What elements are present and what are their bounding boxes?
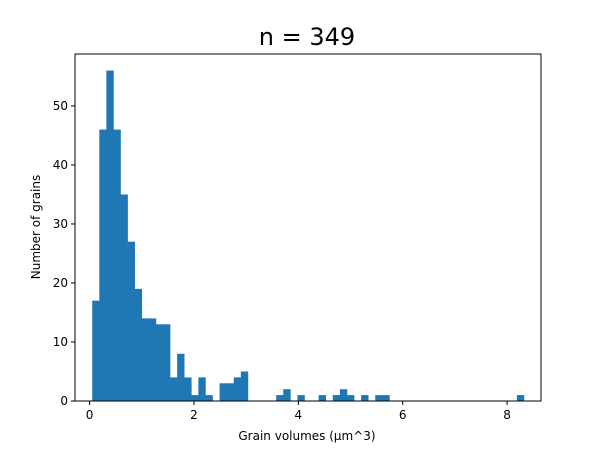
histogram-bar (177, 353, 185, 401)
histogram-bar (346, 395, 355, 401)
histogram-bar (276, 395, 284, 401)
histogram-bar (318, 395, 327, 401)
y-tick-label: 30 (53, 217, 68, 231)
histogram-bar (332, 395, 341, 401)
histogram-bar (205, 395, 213, 401)
x-axis-label: Grain volumes (μm^3) (238, 429, 375, 443)
x-tick-label: 8 (503, 408, 511, 422)
histogram-bar (92, 300, 100, 401)
y-tick-label: 40 (53, 158, 68, 172)
histogram-bar (184, 377, 192, 401)
y-tick-label: 0 (60, 394, 68, 408)
x-tick-label: 0 (86, 408, 94, 422)
histogram-bar (127, 241, 135, 401)
histogram-bar (120, 194, 128, 401)
histogram-bar (219, 383, 227, 401)
histogram-bar (134, 288, 143, 401)
histogram-bar (375, 395, 383, 401)
x-tick-label: 2 (190, 408, 198, 422)
histogram-bar (283, 389, 291, 401)
y-axis-ticks: 0 10 20 30 40 50 (53, 99, 75, 408)
x-tick-label: 6 (399, 408, 407, 422)
histogram-bar (155, 324, 164, 401)
plot-frame (74, 53, 542, 402)
histogram-bar (141, 318, 150, 401)
histogram-bar (339, 389, 348, 401)
histogram-bar (382, 395, 390, 401)
histogram-bar (170, 377, 178, 401)
histogram-bar (240, 371, 249, 401)
histogram-bar (106, 70, 114, 402)
y-tick-label: 20 (53, 276, 68, 290)
y-tick-label: 50 (53, 99, 68, 113)
histogram-bar (113, 129, 121, 401)
histogram-bar (516, 395, 525, 401)
histogram-bar (99, 129, 107, 401)
histogram-bar (361, 395, 369, 401)
histogram-bar (226, 383, 235, 401)
chart-title: n = 349 (259, 23, 355, 51)
x-axis-ticks: 0 2 4 6 8 (86, 401, 511, 422)
histogram-bar (198, 377, 206, 401)
x-tick-label: 4 (295, 408, 303, 422)
histogram-bar (162, 324, 171, 401)
bars-group (92, 70, 525, 402)
y-axis-label: Number of grains (29, 175, 43, 280)
histogram-bar (233, 377, 242, 401)
histogram-bar (148, 318, 157, 401)
y-tick-label: 10 (53, 335, 68, 349)
histogram-bar (297, 395, 305, 401)
histogram-bar (191, 395, 199, 401)
